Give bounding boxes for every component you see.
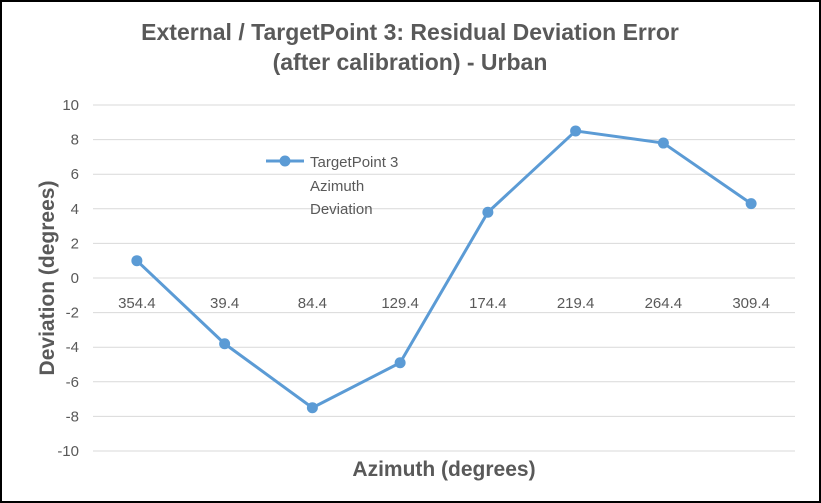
y-tick-label: 6 [71, 166, 79, 183]
x-axis-ticks: 354.4 39.4 84.4 129.4 174.4 219.4 264.4 309.4 [118, 295, 770, 312]
y-tick-label: 4 [71, 201, 79, 218]
y-tick-label: 0 [71, 270, 79, 287]
legend-label-line-3: Deviation [310, 201, 373, 218]
x-tick-label: 354.4 [118, 295, 156, 312]
legend-dot-marker [279, 155, 291, 167]
x-tick-label: 39.4 [210, 295, 239, 312]
y-tick-label: -6 [66, 374, 79, 391]
y-tick-label: -8 [66, 408, 79, 425]
data-point [131, 255, 143, 267]
y-tick-label: -10 [57, 443, 79, 460]
y-tick-label: -4 [66, 339, 79, 356]
x-tick-label: 264.4 [645, 295, 683, 312]
series-line-0 [135, 129, 752, 410]
data-point [570, 125, 582, 137]
y-axis-title: Deviation (degrees) [36, 181, 59, 376]
data-point [482, 206, 494, 218]
y-tick-label: 2 [71, 235, 79, 252]
y-axis-ticks: 10 8 6 4 2 0 -2 -4 -6 -8 -10 [57, 97, 79, 460]
data-point [657, 137, 669, 149]
data-point [219, 338, 231, 350]
y-tick-label: 8 [71, 132, 79, 149]
x-tick-label: 219.4 [557, 295, 595, 312]
data-point [306, 402, 318, 414]
x-tick-label: 129.4 [381, 295, 419, 312]
y-tick-label: -2 [66, 305, 79, 322]
legend: TargetPoint 3 Azimuth Deviation [266, 154, 398, 218]
chart-title-line-1: External / TargetPoint 3: Residual Devia… [141, 19, 679, 45]
data-point [394, 357, 406, 369]
legend-label-line-1: TargetPoint 3 [310, 154, 398, 171]
legend-label-line-2: Azimuth [310, 178, 364, 195]
x-axis-title: Azimuth (degrees) [352, 458, 535, 481]
y-tick-label: 10 [62, 97, 79, 114]
x-tick-label: 309.4 [732, 295, 770, 312]
x-tick-label: 174.4 [469, 295, 507, 312]
gridlines [93, 104, 795, 452]
data-point [745, 198, 757, 210]
series-layer [131, 125, 757, 414]
x-tick-label: 84.4 [298, 295, 327, 312]
chart-title-line-2: (after calibration) - Urban [273, 49, 548, 75]
